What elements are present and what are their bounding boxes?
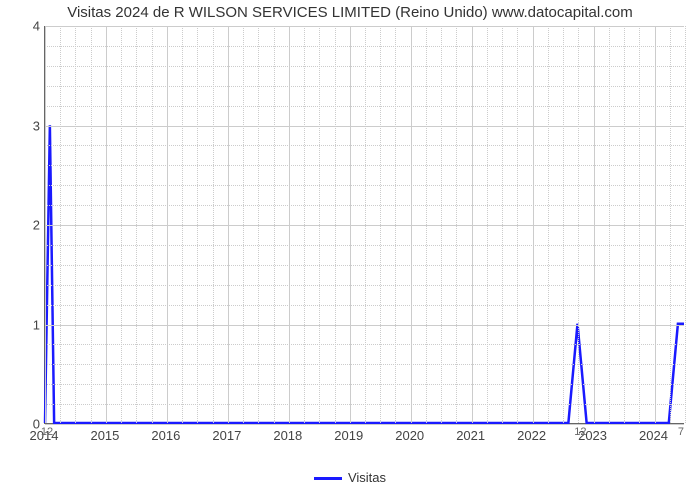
x-tick-label: 2019: [334, 428, 363, 443]
x-tick-label: 2024: [639, 428, 668, 443]
gridline-horizontal: [45, 364, 684, 365]
gridline-horizontal: [45, 205, 684, 206]
plot-area: [44, 26, 684, 424]
x-tick-label: 2022: [517, 428, 546, 443]
x-tick-label: 2017: [212, 428, 241, 443]
gridline-horizontal: [45, 185, 684, 186]
legend-label: Visitas: [348, 470, 386, 485]
gridline-horizontal: [45, 424, 684, 425]
gridline-horizontal: [45, 66, 684, 67]
gridline-horizontal: [45, 285, 684, 286]
x-tick-label: 2015: [90, 428, 119, 443]
y-tick-label: 4: [0, 19, 40, 34]
gridline-horizontal: [45, 26, 684, 27]
y-tick-label: 2: [0, 218, 40, 233]
data-label: 7: [678, 426, 684, 438]
gridline-horizontal: [45, 86, 684, 87]
data-label: 12: [41, 426, 53, 438]
gridline-horizontal: [45, 106, 684, 107]
legend: Visitas: [0, 470, 700, 485]
x-tick-label: 2018: [273, 428, 302, 443]
gridline-horizontal: [45, 344, 684, 345]
y-tick-label: 1: [0, 317, 40, 332]
gridline-horizontal: [45, 165, 684, 166]
data-label: 12: [574, 426, 586, 438]
x-tick-label: 2016: [151, 428, 180, 443]
gridline-horizontal: [45, 265, 684, 266]
x-tick-label: 2021: [456, 428, 485, 443]
gridline-horizontal: [45, 225, 684, 226]
gridline-horizontal: [45, 145, 684, 146]
gridline-horizontal: [45, 305, 684, 306]
gridline-horizontal: [45, 384, 684, 385]
visits-chart: Visitas 2024 de R WILSON SERVICES LIMITE…: [0, 0, 700, 500]
chart-title: Visitas 2024 de R WILSON SERVICES LIMITE…: [0, 4, 700, 21]
gridline-horizontal: [45, 404, 684, 405]
y-tick-label: 3: [0, 118, 40, 133]
gridline-horizontal: [45, 325, 684, 326]
legend-swatch: [314, 477, 342, 480]
gridline-horizontal: [45, 46, 684, 47]
gridline-horizontal: [45, 126, 684, 127]
gridline-vertical: [685, 26, 686, 423]
gridline-horizontal: [45, 245, 684, 246]
x-tick-label: 2020: [395, 428, 424, 443]
